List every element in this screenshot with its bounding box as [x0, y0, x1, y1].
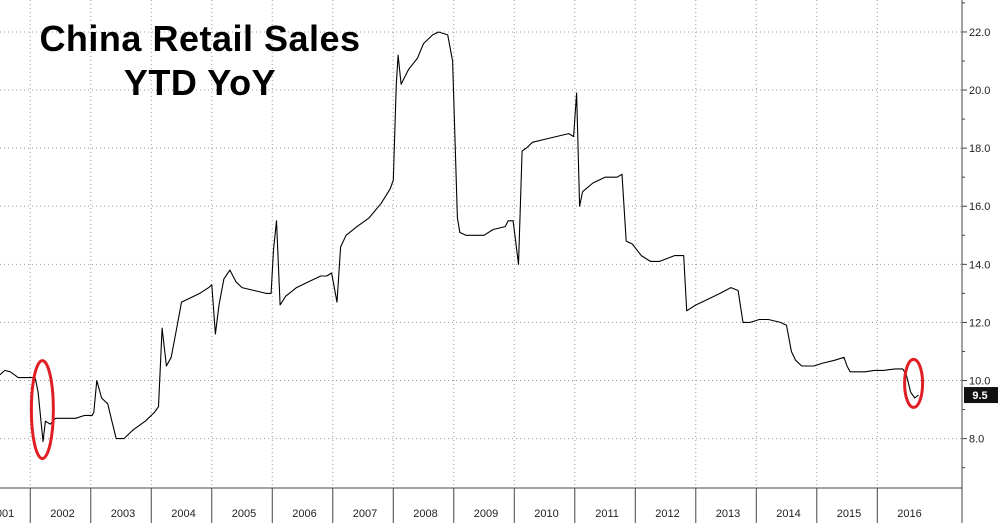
x-tick-label: 2011: [595, 508, 619, 520]
x-tick-label: 2015: [837, 508, 861, 520]
y-tick-label: 8.0: [969, 434, 984, 446]
highlight-ellipse: [29, 359, 55, 461]
last-value-badge: [964, 387, 998, 404]
chart-title-line-2: YTD YoY: [123, 62, 277, 103]
y-tick-label: 10.0: [969, 376, 990, 388]
x-tick-label: 2001: [0, 508, 14, 520]
x-tick-label: 2005: [232, 508, 256, 520]
x-tick-label: 2014: [776, 508, 800, 520]
highlight-ellipse: [903, 357, 925, 409]
y-tick-label: 22.0: [969, 27, 990, 39]
axes: [0, 0, 967, 523]
annotations: [29, 357, 925, 461]
x-tick-label: 2006: [292, 508, 316, 520]
x-tick-label: 2010: [534, 508, 558, 520]
last-value-label: 9.5: [972, 390, 987, 402]
grid: [0, 0, 962, 488]
x-tick-label: 2002: [50, 508, 74, 520]
x-tick-label: 2013: [716, 508, 740, 520]
y-tick-label: 16.0: [969, 201, 990, 213]
series-layer: [0, 31, 919, 443]
y-tick-label: 12.0: [969, 317, 990, 329]
x-tick-label: 2008: [413, 508, 437, 520]
x-tick-label: 2007: [353, 508, 377, 520]
x-tick-label: 2012: [655, 508, 679, 520]
x-tick-label: 2016: [897, 508, 921, 520]
x-tick-label: 2004: [171, 508, 195, 520]
axis-labels: 8.0 10.0 12.0 14.0 16.0 18.0 20.0 22.0 2001 2002 2…: [0, 27, 998, 520]
y-tick-label: 14.0: [969, 259, 990, 271]
y-tick-label: 20.0: [969, 85, 990, 97]
x-tick-label: 2003: [111, 508, 135, 520]
y-tick-label: 18.0: [969, 143, 990, 155]
x-tick-label: 2009: [474, 508, 498, 520]
series-line: [0, 31, 919, 443]
chart-title-line-1: China Retail Sales: [39, 18, 361, 59]
